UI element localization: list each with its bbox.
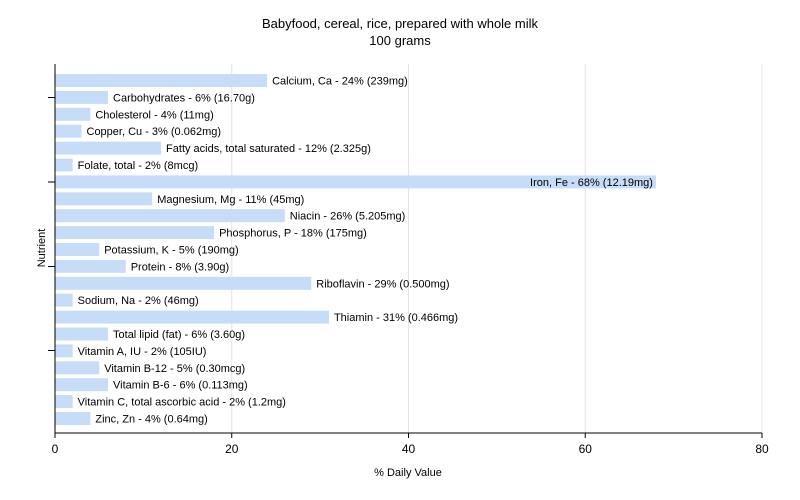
bar: [55, 90, 109, 104]
bar: [55, 310, 329, 324]
bar-label: Total lipid (fat) - 6% (3.60g): [113, 329, 245, 341]
bar-label: Niacin - 26% (5.205mg): [290, 211, 406, 223]
x-axis-title: % Daily Value: [374, 467, 442, 479]
bar: [55, 395, 73, 409]
bar-label: Vitamin A, IU - 2% (105IU): [78, 346, 207, 358]
bar: [55, 141, 162, 155]
grid: [231, 64, 763, 433]
bar: [55, 327, 109, 341]
bar-label: Sodium, Na - 2% (46mg): [78, 295, 199, 307]
y-axis-title: Nutrient: [36, 229, 48, 268]
bar-label: Calcium, Ca - 24% (239mg): [272, 76, 408, 88]
bar-label: Fatty acids, total saturated - 12% (2.32…: [166, 143, 371, 155]
bar: [55, 378, 109, 392]
bar: [55, 344, 73, 358]
bar-label: Carbohydrates - 6% (16.70g): [113, 92, 255, 104]
bar-label: Folate, total - 2% (8mcg): [78, 160, 198, 172]
bar-label: Vitamin B-6 - 6% (0.113mg): [113, 380, 248, 392]
bar-label: Potassium, K - 5% (190mg): [104, 245, 239, 257]
bar-label: Magnesium, Mg - 11% (45mg): [157, 194, 304, 206]
bar: [55, 175, 656, 189]
x-tick-label: 80: [755, 442, 769, 456]
chart-subtitle: 100 grams: [369, 33, 431, 48]
bar: [55, 158, 73, 172]
axes: 0 20 40 60 80: [48, 64, 769, 456]
bar: [55, 209, 285, 223]
bar: [55, 192, 153, 206]
bar: [55, 293, 73, 307]
bar-label: Protein - 8% (3.90g): [131, 261, 229, 273]
bar-label: Copper, Cu - 3% (0.062mg): [87, 126, 222, 138]
x-tick-label: 40: [402, 442, 416, 456]
chart-title: Babyfood, cereal, rice, prepared with wh…: [262, 16, 539, 31]
bar-label: Thiamin - 31% (0.466mg): [334, 312, 458, 324]
bar-label: Cholesterol - 4% (11mg): [95, 109, 213, 121]
bars: Calcium, Ca - 24% (239mg) Carbohydrates -…: [55, 74, 656, 426]
bar: [55, 259, 126, 273]
bar-label: Vitamin C, total ascorbic acid - 2% (1.2…: [78, 397, 286, 409]
bar: [55, 74, 268, 87]
x-tick-label: 0: [52, 442, 59, 456]
bar: [55, 361, 100, 375]
bar-label: Iron, Fe - 68% (12.19mg): [530, 177, 653, 189]
bar-label: Phosphorus, P - 18% (175mg): [219, 228, 367, 240]
bar: [55, 226, 215, 240]
x-tick-label: 20: [225, 442, 239, 456]
bar-label: Zinc, Zn - 4% (0.64mg): [95, 414, 207, 426]
bar: [55, 412, 91, 425]
bar: [55, 107, 91, 121]
bar: [55, 124, 82, 138]
bar-label: Riboflavin - 29% (0.500mg): [316, 278, 449, 290]
bar-label: Vitamin B-12 - 5% (0.30mcg): [104, 363, 245, 375]
bar: [55, 276, 312, 290]
bar: [55, 243, 100, 256]
x-tick-label: 60: [579, 442, 593, 456]
